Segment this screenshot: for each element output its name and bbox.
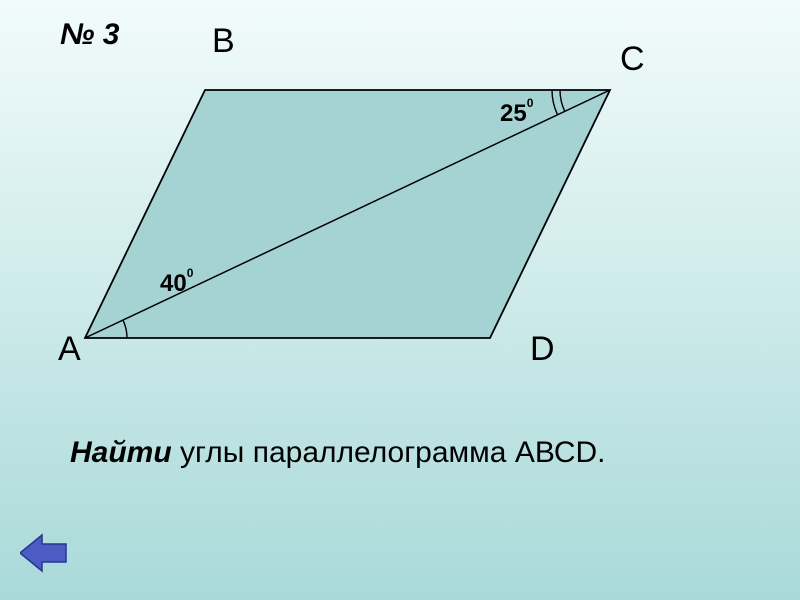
angle-c-number: 25	[500, 100, 527, 127]
vertex-a-label: А	[58, 330, 81, 369]
vertex-b-label: В	[212, 22, 235, 61]
angle-a-number: 40	[160, 270, 187, 297]
task-text: Найти углы параллелограмма АВСD.	[70, 436, 606, 470]
task-find-word: Найти	[70, 436, 172, 469]
vertex-d-label: D	[530, 330, 555, 369]
back-arrow-button[interactable]	[20, 532, 68, 574]
task-rest: углы параллелограмма АВСD.	[172, 436, 606, 469]
angle-a-value: 400	[160, 270, 193, 298]
angle-c-degree: 0	[527, 96, 534, 110]
slide: № 3 А В С D 400 250 Найти углы параллело…	[0, 0, 800, 600]
angle-a-degree: 0	[187, 266, 194, 280]
parallelogram-figure	[0, 0, 800, 420]
vertex-c-label: С	[620, 40, 645, 79]
angle-c-value: 250	[500, 100, 533, 128]
back-arrow-icon	[20, 532, 68, 574]
